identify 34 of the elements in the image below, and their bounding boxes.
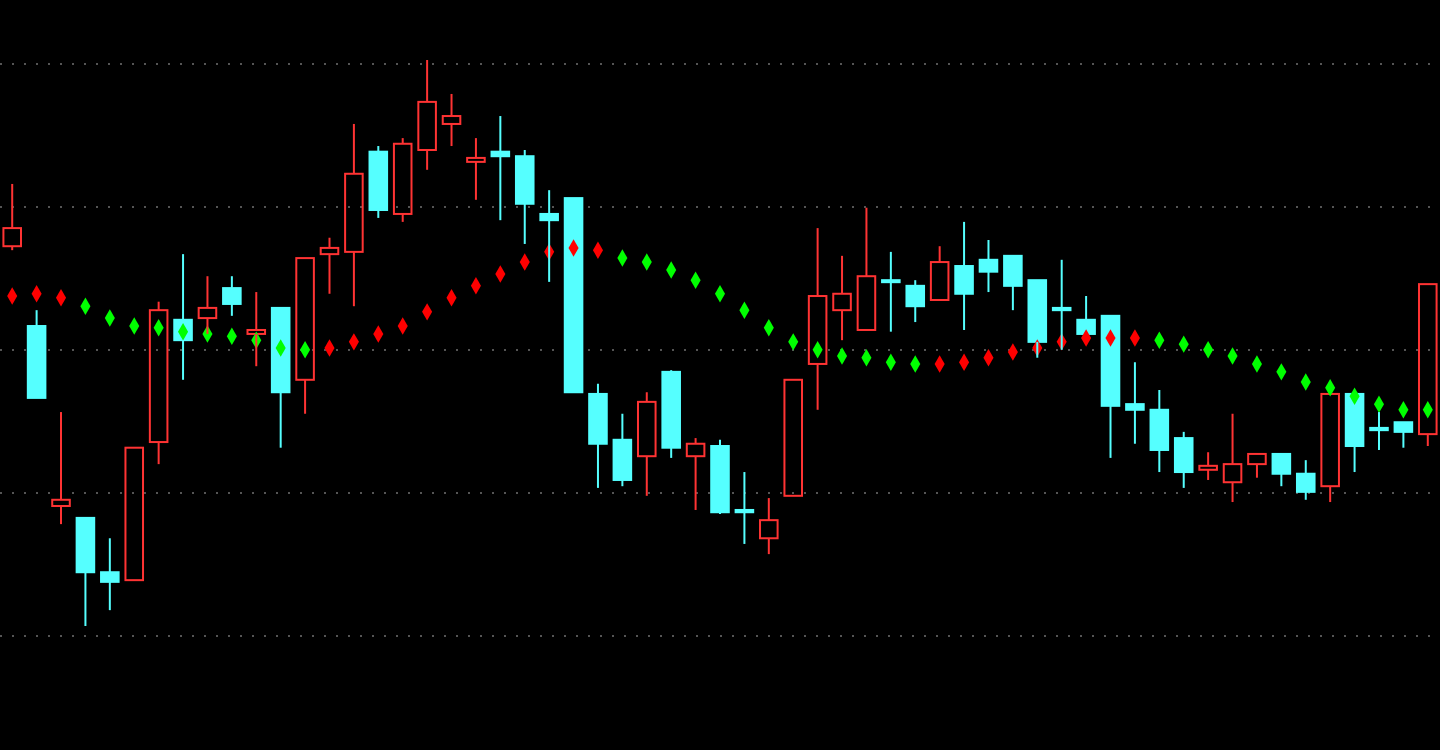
candlestick — [368, 145, 389, 219]
candlestick — [246, 291, 267, 368]
candlestick — [417, 59, 437, 171]
candlestick — [100, 537, 120, 612]
candlestick — [1295, 459, 1316, 501]
candlestick — [881, 250, 901, 333]
candlestick — [1222, 412, 1243, 504]
candlestick — [978, 238, 999, 294]
candlestick — [905, 279, 926, 324]
candlestick — [51, 411, 71, 526]
candlestick — [612, 412, 633, 488]
candlestick — [759, 497, 779, 556]
candlestick — [954, 220, 974, 331]
candlestick — [148, 300, 169, 466]
candlestick — [319, 236, 340, 295]
candlestick — [832, 254, 852, 342]
candlestick — [1149, 388, 1170, 474]
candlestick — [807, 227, 828, 411]
candlestick — [2, 182, 22, 252]
candlestick — [514, 148, 535, 245]
candlestick — [710, 438, 730, 515]
candlestick — [1198, 451, 1218, 481]
candlestick — [344, 122, 364, 308]
candlestick — [588, 382, 608, 489]
candlestick — [685, 437, 706, 511]
candlestick — [441, 92, 462, 148]
candlestick — [1125, 361, 1145, 445]
candlestick — [392, 137, 413, 223]
candlestick — [734, 471, 755, 545]
candlestick — [466, 137, 486, 201]
candlestick — [636, 391, 657, 497]
candlestick — [661, 369, 681, 459]
candlestick — [1173, 430, 1194, 489]
candlestick — [222, 275, 242, 317]
